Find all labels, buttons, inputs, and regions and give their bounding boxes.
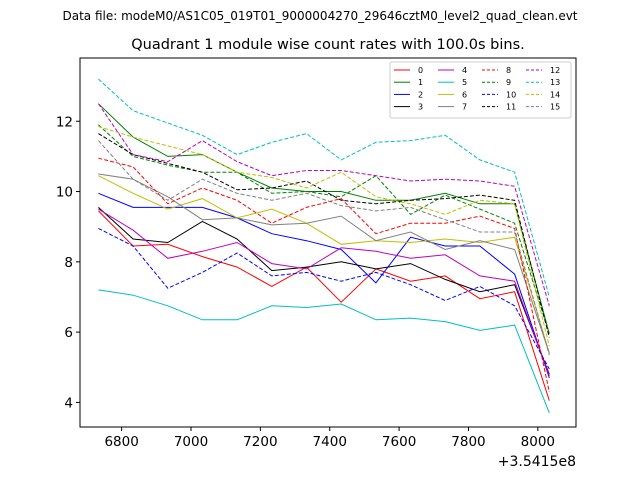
legend-label: 4 <box>462 66 467 75</box>
legend-entry-1: 1 <box>394 78 423 87</box>
legend-label: 10 <box>506 90 516 99</box>
series-line-0 <box>98 210 550 401</box>
legend-entry-12: 12 <box>526 66 560 75</box>
legend-entry-10: 10 <box>482 90 516 99</box>
x-tick-label: 7600 <box>382 434 416 450</box>
series-line-4 <box>98 208 550 377</box>
legend-entry-9: 9 <box>482 78 511 87</box>
legend-label: 2 <box>418 90 423 99</box>
x-tick-label: 7200 <box>243 434 277 450</box>
legend-label: 12 <box>550 66 560 75</box>
x-tick-label: 7000 <box>174 434 208 450</box>
series-line-10 <box>98 227 550 370</box>
legend-label: 5 <box>462 78 467 87</box>
legend-entry-11: 11 <box>482 103 516 112</box>
chart-title: Quadrant 1 module wise count rates with … <box>131 37 525 53</box>
legend-label: 3 <box>418 103 423 112</box>
legend-label: 15 <box>550 103 560 112</box>
series-line-12 <box>97 103 550 306</box>
y-tick-label: 8 <box>64 255 73 271</box>
legend-label: 11 <box>506 103 516 112</box>
series-line-7 <box>98 173 550 354</box>
legend-entry-7: 7 <box>438 103 467 112</box>
x-tick-label: 7800 <box>451 434 485 450</box>
x-axis: 6800 7000 7200 7400 7600 7800 8000 <box>104 427 555 450</box>
series-line-5 <box>98 289 550 414</box>
plot-lines <box>97 78 550 414</box>
legend-entry-4: 4 <box>438 66 467 75</box>
y-tick-label: 6 <box>64 325 73 341</box>
legend-entry-15: 15 <box>526 103 560 112</box>
legend-label: 6 <box>462 90 467 99</box>
x-tick-label: 8000 <box>521 434 555 450</box>
x-tick-label: 7400 <box>313 434 347 450</box>
legend-box <box>389 61 572 119</box>
plot-frame <box>79 57 577 428</box>
y-tick-label: 4 <box>64 395 73 411</box>
legend-label: 14 <box>550 90 560 99</box>
x-axis-offset-label: +3.5415e8 <box>498 454 576 470</box>
series-line-9 <box>98 124 550 335</box>
series-line-13 <box>98 78 550 298</box>
legend-label: 9 <box>506 78 511 87</box>
legend-entry-14: 14 <box>526 90 560 99</box>
legend-label: 1 <box>418 78 423 87</box>
legend-entry-6: 6 <box>438 90 467 99</box>
legend-entry-13: 13 <box>526 78 560 87</box>
series-line-8 <box>98 157 550 393</box>
legend-entry-3: 3 <box>394 103 423 112</box>
series-line-11 <box>98 133 550 338</box>
series-line-15 <box>98 140 550 356</box>
legend-entry-8: 8 <box>482 66 511 75</box>
legend-label: 13 <box>550 78 560 87</box>
figure-suptitle: Data file: modeM0/AS1C05_019T01_90000042… <box>62 9 577 23</box>
series-line-14 <box>98 126 550 347</box>
legend-entry-2: 2 <box>394 90 423 99</box>
y-axis: 4 6 8 10 12 <box>56 114 80 411</box>
y-tick-label: 10 <box>56 185 73 201</box>
legend-entry-5: 5 <box>438 78 467 87</box>
legend-entry-0: 0 <box>394 66 423 75</box>
legend-label: 0 <box>418 66 423 75</box>
x-tick-label: 6800 <box>104 434 138 450</box>
series-line-1 <box>98 103 550 335</box>
legend-label: 7 <box>462 103 467 112</box>
legend-label: 8 <box>506 66 511 75</box>
series-line-3 <box>98 207 550 375</box>
y-tick-label: 12 <box>56 114 73 130</box>
